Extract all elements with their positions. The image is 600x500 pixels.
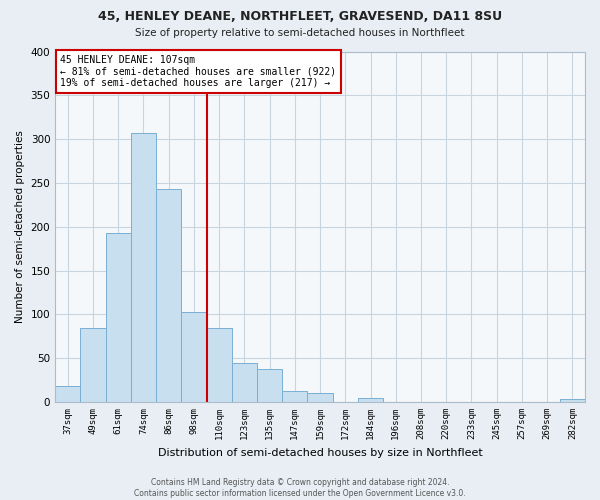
Bar xyxy=(80,328,106,402)
Text: Contains HM Land Registry data © Crown copyright and database right 2024.
Contai: Contains HM Land Registry data © Crown c… xyxy=(134,478,466,498)
Bar xyxy=(181,312,206,402)
Bar xyxy=(358,398,383,402)
X-axis label: Distribution of semi-detached houses by size in Northfleet: Distribution of semi-detached houses by … xyxy=(158,448,482,458)
Bar xyxy=(282,390,307,402)
Bar xyxy=(232,364,257,402)
Bar xyxy=(307,394,332,402)
Bar xyxy=(257,369,282,402)
Text: 45, HENLEY DEANE, NORTHFLEET, GRAVESEND, DA11 8SU: 45, HENLEY DEANE, NORTHFLEET, GRAVESEND,… xyxy=(98,10,502,23)
Bar xyxy=(55,386,80,402)
Text: 45 HENLEY DEANE: 107sqm
← 81% of semi-detached houses are smaller (922)
19% of s: 45 HENLEY DEANE: 107sqm ← 81% of semi-de… xyxy=(61,55,337,88)
Text: Size of property relative to semi-detached houses in Northfleet: Size of property relative to semi-detach… xyxy=(135,28,465,38)
Y-axis label: Number of semi-detached properties: Number of semi-detached properties xyxy=(15,130,25,323)
Bar xyxy=(156,189,181,402)
Bar xyxy=(206,328,232,402)
Bar xyxy=(106,233,131,402)
Bar xyxy=(560,400,585,402)
Bar xyxy=(131,133,156,402)
